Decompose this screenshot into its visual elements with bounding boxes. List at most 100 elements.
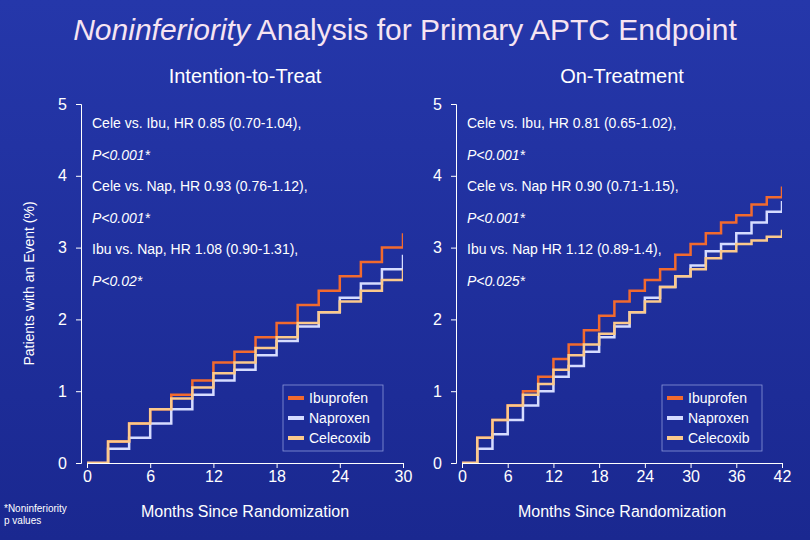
tick: 24 (636, 463, 654, 485)
tick: 12 (205, 463, 223, 485)
tick: 0 (458, 463, 467, 485)
legend: IbuprofenNaproxenCelecoxib (283, 385, 383, 451)
tick-label: 42 (774, 468, 792, 485)
tick: 12 (545, 463, 563, 485)
annotation: Ibu vs. Nap HR 1.12 (0.89-1.4), (467, 241, 662, 257)
tick-mark (277, 463, 278, 468)
legend-label: Celecoxib (688, 430, 750, 446)
tick-label: 1 (433, 383, 442, 400)
tick-label: 0 (83, 468, 92, 485)
tick-mark (553, 463, 554, 468)
annotation: Cele vs. Nap, HR 0.93 (0.76-1.12), (92, 178, 308, 194)
tick-label: 6 (504, 468, 513, 485)
tick-label: 5 (58, 96, 67, 113)
annotation: P<0.025* (467, 273, 526, 289)
tick-label: 0 (58, 455, 67, 472)
tick-mark (76, 463, 81, 464)
series-line (462, 187, 782, 463)
tick-mark (451, 176, 456, 177)
tick-mark (76, 176, 81, 177)
annotation: P<0.001* (467, 210, 526, 226)
legend-label: Naproxen (309, 410, 370, 426)
tick-label: 6 (146, 468, 155, 485)
series-line (87, 255, 403, 463)
tick-mark (76, 104, 81, 105)
tick-mark (150, 463, 151, 468)
legend-swatch (667, 396, 683, 400)
tick-label: 24 (636, 468, 654, 485)
tick-mark (599, 463, 600, 468)
tick-label: 30 (395, 468, 413, 485)
legend-swatch (667, 416, 683, 420)
tick: 1 (433, 383, 456, 400)
tick-mark (403, 463, 404, 468)
tick-mark (451, 104, 456, 105)
chart-panel: On-Treatment06121824303642012345Months S… (433, 65, 791, 520)
axis-line (88, 464, 404, 469)
series-line (462, 230, 782, 463)
axis-line (76, 105, 82, 464)
axis-line (451, 105, 457, 464)
x-axis-title: Months Since Randomization (518, 503, 726, 520)
tick-label: 1 (58, 383, 67, 400)
tick: 18 (591, 463, 609, 485)
tick-mark (213, 463, 214, 468)
tick-mark (87, 463, 88, 468)
tick: 4 (58, 167, 81, 184)
panel-title: On-Treatment (560, 65, 684, 87)
footnote: p values (4, 515, 41, 526)
series-line (87, 269, 403, 463)
tick: 36 (728, 463, 746, 485)
tick-label: 4 (58, 167, 67, 184)
tick-label: 12 (545, 468, 563, 485)
tick-label: 2 (433, 311, 442, 328)
background (0, 0, 810, 540)
legend-box (662, 385, 762, 451)
plot-area (87, 233, 403, 463)
x-axis-title: Months Since Randomization (141, 503, 349, 520)
tick-label: 3 (58, 239, 67, 256)
legend-label: Celecoxib (309, 430, 371, 446)
tick-label: 24 (331, 468, 349, 485)
chart-root: Noninferiority Analysis for Primary APTC… (0, 0, 810, 540)
tick: 2 (58, 311, 81, 328)
tick: 30 (395, 463, 413, 485)
panel-title: Intention-to-Treat (169, 65, 322, 87)
tick: 6 (146, 463, 155, 485)
tick-mark (462, 463, 463, 468)
tick: 0 (433, 455, 456, 472)
axis-line (463, 464, 783, 469)
tick-mark (645, 463, 646, 468)
y-axis: 012345 (433, 96, 456, 472)
tick: 18 (268, 463, 286, 485)
annotation: Cele vs. Nap HR 0.90 (0.71-1.15), (467, 178, 679, 194)
x-axis: 0 6 12 18 24 30 36 42 (458, 463, 791, 485)
tick: 4 (433, 167, 456, 184)
tick: 1 (58, 383, 81, 400)
series-line (87, 233, 403, 463)
tick-label: 4 (433, 167, 442, 184)
tick: 0 (83, 463, 92, 485)
legend-box (283, 385, 383, 451)
tick: 3 (58, 239, 81, 256)
tick-label: 0 (433, 455, 442, 472)
footnote: *Noninferiority (4, 503, 67, 514)
tick-mark (691, 463, 692, 468)
series-line (462, 201, 782, 463)
tick-label: 18 (268, 468, 286, 485)
annotation: P<0.001* (92, 210, 151, 226)
legend: IbuprofenNaproxenCelecoxib (662, 385, 762, 451)
tick: 6 (504, 463, 513, 485)
y-axis: 0 1 2 3 4 5 (58, 96, 81, 472)
annotation: P<0.001* (467, 147, 526, 163)
y-axis-title: Patients with an Event (%) (21, 201, 37, 365)
tick-mark (451, 248, 456, 249)
tick: 5 (58, 96, 81, 113)
tick-label: 3 (433, 239, 442, 256)
tick-label: 12 (205, 468, 223, 485)
annotation: P<0.02* (92, 273, 143, 289)
annotation: Cele vs. Ibu, HR 0.81 (0.65-1.02), (467, 115, 676, 131)
tick: 30 (682, 463, 700, 485)
tick-mark (76, 319, 81, 320)
x-axis: 0 6 12 18 24 30 (83, 463, 412, 485)
